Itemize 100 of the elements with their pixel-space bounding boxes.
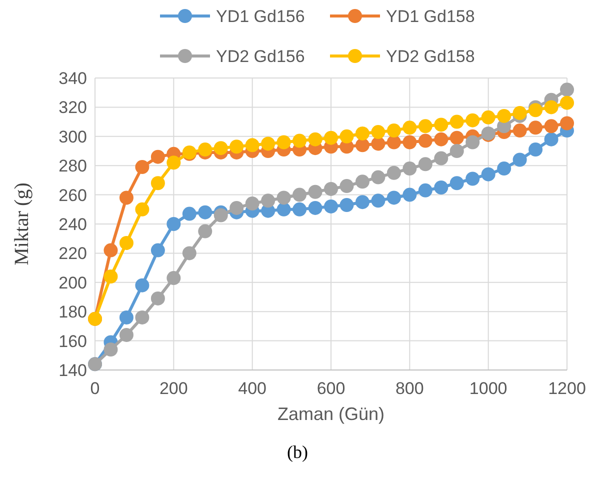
- point: [261, 194, 276, 208]
- point: [371, 170, 386, 184]
- point: [276, 135, 291, 150]
- point: [371, 125, 386, 140]
- point: [150, 243, 165, 258]
- point: [292, 188, 307, 202]
- y-tick-label: 200: [58, 273, 87, 292]
- point: [418, 119, 432, 134]
- point: [450, 176, 464, 190]
- point: [402, 162, 417, 176]
- point: [418, 134, 432, 148]
- point: [481, 110, 496, 124]
- point: [276, 202, 291, 216]
- point: [371, 194, 386, 208]
- point: [402, 135, 417, 150]
- point: [434, 118, 448, 132]
- point: [150, 150, 165, 164]
- point: [276, 190, 291, 205]
- point: [544, 132, 558, 146]
- x-axis-title: Zaman (Gün): [277, 404, 385, 424]
- point: [119, 236, 134, 250]
- point: [386, 124, 401, 138]
- point: [292, 202, 307, 216]
- point: [528, 142, 543, 157]
- point: [386, 190, 401, 205]
- point: [292, 134, 307, 148]
- point: [166, 217, 181, 231]
- point: [135, 278, 150, 292]
- point: [150, 176, 165, 190]
- point: [355, 174, 370, 189]
- legend-label: YD1 Gd156: [216, 7, 305, 26]
- point: [135, 160, 150, 174]
- point: [308, 200, 322, 215]
- point: [198, 142, 212, 157]
- point: [308, 132, 322, 146]
- y-tick-label: 280: [58, 156, 87, 176]
- point: [512, 124, 527, 138]
- point: [418, 183, 432, 198]
- point: [450, 130, 464, 145]
- point: [355, 126, 370, 140]
- point: [466, 172, 480, 186]
- point: [355, 195, 370, 210]
- point: [434, 180, 448, 194]
- x-tick-label: 600: [316, 379, 346, 398]
- legend-label: YD2 Gd158: [386, 47, 475, 66]
- x-tick-label: 0: [90, 379, 100, 398]
- point: [324, 199, 338, 214]
- point: [355, 138, 370, 152]
- x-tick-label: 800: [395, 379, 424, 398]
- y-tick-label: 260: [58, 186, 87, 205]
- y-tick-label: 340: [58, 69, 87, 88]
- point: [135, 202, 150, 216]
- point: [324, 182, 338, 196]
- point: [340, 179, 354, 194]
- point: [135, 310, 150, 324]
- y-tick-label: 220: [58, 244, 87, 264]
- point: [466, 113, 480, 128]
- point: [402, 120, 417, 135]
- point: [450, 114, 464, 129]
- point: [386, 166, 401, 180]
- x-tick-label: 400: [238, 379, 267, 398]
- point: [528, 103, 543, 118]
- point: [104, 243, 118, 258]
- x-tick-label: 200: [159, 379, 188, 398]
- point: [104, 342, 118, 357]
- y-axis-title: Miktar (g): [11, 182, 33, 266]
- point: [560, 82, 574, 97]
- point: [214, 208, 228, 222]
- point: [512, 106, 527, 120]
- point: [512, 152, 527, 167]
- point: [402, 188, 417, 202]
- point: [560, 116, 574, 130]
- point: [544, 100, 558, 114]
- y-tick-label: 300: [58, 127, 87, 146]
- point: [104, 270, 118, 284]
- x-tick-label: 1200: [548, 379, 586, 398]
- point: [245, 138, 260, 152]
- point: [497, 162, 512, 176]
- point: [166, 156, 181, 170]
- point: [418, 157, 432, 172]
- point: [324, 130, 338, 145]
- point: [119, 190, 134, 205]
- point: [434, 132, 448, 146]
- y-tick-label: 240: [58, 215, 87, 234]
- point: [308, 184, 322, 199]
- point: [166, 271, 181, 286]
- point: [261, 136, 276, 151]
- point: [230, 200, 244, 215]
- point: [340, 198, 354, 212]
- text: (b): [287, 442, 308, 462]
- point: [198, 224, 212, 238]
- point: [371, 136, 386, 151]
- point: [466, 135, 480, 150]
- point: [560, 96, 574, 110]
- point: [481, 167, 496, 182]
- legend-label: YD1 Gd158: [386, 7, 475, 26]
- point: [182, 206, 196, 221]
- point: [450, 144, 464, 158]
- y-tick-label: 160: [58, 332, 87, 351]
- point: [198, 205, 212, 220]
